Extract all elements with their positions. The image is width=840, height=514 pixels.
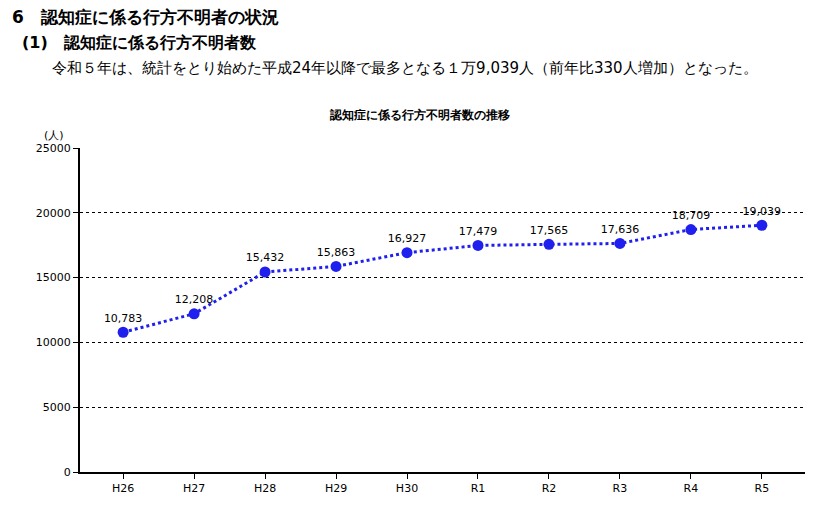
svg-text:0: 0 [64, 466, 71, 479]
svg-text:15,863: 15,863 [317, 246, 356, 259]
svg-text:17,479: 17,479 [459, 225, 498, 238]
svg-text:20000: 20000 [36, 207, 71, 220]
svg-text:15000: 15000 [36, 271, 71, 284]
svg-text:R3: R3 [613, 482, 628, 495]
svg-text:15,432: 15,432 [246, 251, 285, 264]
svg-text:25000: 25000 [36, 142, 71, 155]
svg-text:17,636: 17,636 [601, 223, 640, 236]
svg-text:H29: H29 [325, 482, 347, 495]
svg-text:10,783: 10,783 [104, 312, 143, 325]
svg-text:H26: H26 [112, 482, 134, 495]
svg-text:5000: 5000 [43, 401, 71, 414]
svg-text:10000: 10000 [36, 336, 71, 349]
svg-text:H28: H28 [254, 482, 276, 495]
svg-text:19,039: 19,039 [743, 205, 782, 218]
svg-text:16,927: 16,927 [388, 232, 427, 245]
svg-text:17,565: 17,565 [530, 224, 569, 237]
svg-text:R5: R5 [755, 482, 770, 495]
svg-text:R4: R4 [684, 482, 699, 495]
svg-text:R1: R1 [471, 482, 486, 495]
html-text:令和５年は、統計をとり始めた平成24年以降で最多となる１万9: 令和５年は、統計をとり始めた平成24年以降で最多となる１万9,039人（前年比3… [52, 59, 758, 77]
html-text:(1) 認知症に係る行方不明者数: (1) 認知症に係る行方不明者数 [22, 33, 256, 52]
svg-text:H30: H30 [396, 482, 418, 495]
svg-text:(人): (人) [44, 129, 64, 142]
svg-text:18,709: 18,709 [672, 209, 711, 222]
svg-text:H27: H27 [183, 482, 205, 495]
html-text:6 認知症に係る行方不明者の状況: 6 認知症に係る行方不明者の状況 [12, 7, 279, 27]
svg-text:R2: R2 [542, 482, 557, 495]
svg-text:12,208: 12,208 [175, 293, 214, 306]
svg-text:認知症に係る行方不明者数の推移: 認知症に係る行方不明者数の推移 [329, 108, 510, 122]
